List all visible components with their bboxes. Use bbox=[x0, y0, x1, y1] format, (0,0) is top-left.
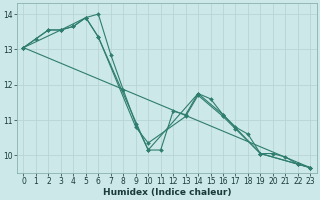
X-axis label: Humidex (Indice chaleur): Humidex (Indice chaleur) bbox=[103, 188, 231, 197]
